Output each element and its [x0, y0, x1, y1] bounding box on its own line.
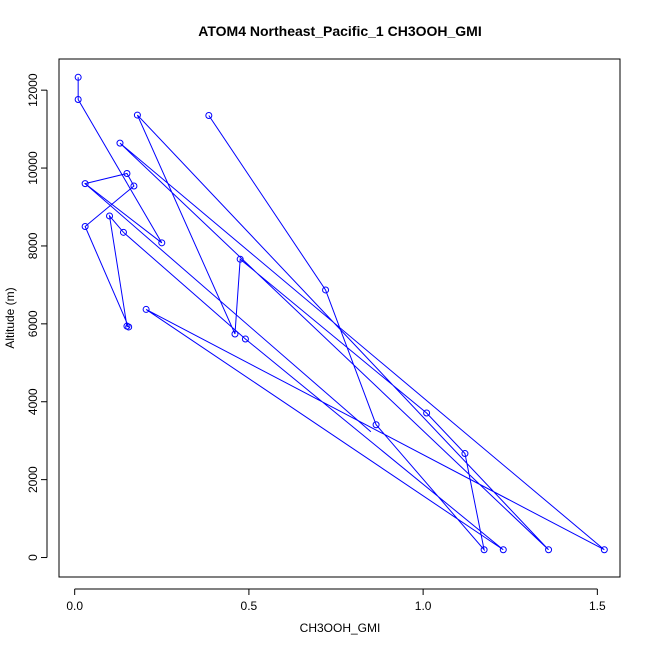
data-point — [74, 96, 82, 104]
data-point — [423, 409, 431, 417]
y-axis-label: Altitude (m) — [3, 287, 17, 348]
y-tick-label: 0 — [26, 554, 40, 561]
data-point — [480, 546, 488, 554]
y-tick-label: 10000 — [26, 151, 40, 185]
series-line — [84, 183, 372, 433]
x-axis-label: CH3OOH_GMI — [300, 621, 381, 635]
x-tick-label: 1.5 — [589, 599, 606, 613]
data-point — [119, 228, 127, 236]
data-point — [231, 330, 239, 338]
x-tick-label: 1.0 — [415, 599, 432, 613]
data-point — [81, 180, 89, 188]
data-point — [241, 335, 249, 343]
data-point — [81, 222, 89, 230]
x-axis: 0.0 0.5 1.0 1.5 — [66, 588, 606, 613]
data-point — [116, 139, 124, 147]
series-line — [77, 77, 605, 552]
data-point — [158, 239, 166, 247]
data-point — [123, 170, 131, 178]
chart-title: ATOM4 Northeast_Pacific_1 CH3OOH_GMI — [198, 23, 481, 39]
data-point — [133, 111, 141, 119]
data-point — [106, 212, 114, 220]
y-tick-label: 4000 — [26, 388, 40, 415]
y-tick-label: 12000 — [26, 73, 40, 107]
x-tick-label: 0.0 — [66, 599, 83, 613]
y-tick-label: 6000 — [26, 310, 40, 337]
data-point — [499, 546, 507, 554]
data-point — [461, 450, 469, 458]
data-point — [123, 322, 131, 330]
data-point — [600, 546, 608, 554]
data-point — [142, 305, 150, 313]
data-point — [205, 111, 213, 119]
y-tick-label: 8000 — [26, 232, 40, 259]
plot-area — [74, 73, 608, 554]
data-point — [545, 546, 553, 554]
data-point — [322, 286, 330, 294]
data-point — [74, 73, 82, 81]
data-point — [372, 421, 380, 429]
y-axis: 0 2000 4000 6000 8000 10000 12000 — [26, 73, 48, 561]
plot-frame — [58, 58, 621, 578]
data-point — [236, 255, 244, 263]
data-point — [130, 182, 138, 190]
x-tick-label: 0.5 — [241, 599, 258, 613]
y-tick-label: 2000 — [26, 466, 40, 493]
